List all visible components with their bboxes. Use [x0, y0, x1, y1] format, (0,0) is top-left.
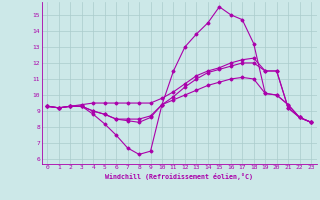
X-axis label: Windchill (Refroidissement éolien,°C): Windchill (Refroidissement éolien,°C): [105, 173, 253, 180]
